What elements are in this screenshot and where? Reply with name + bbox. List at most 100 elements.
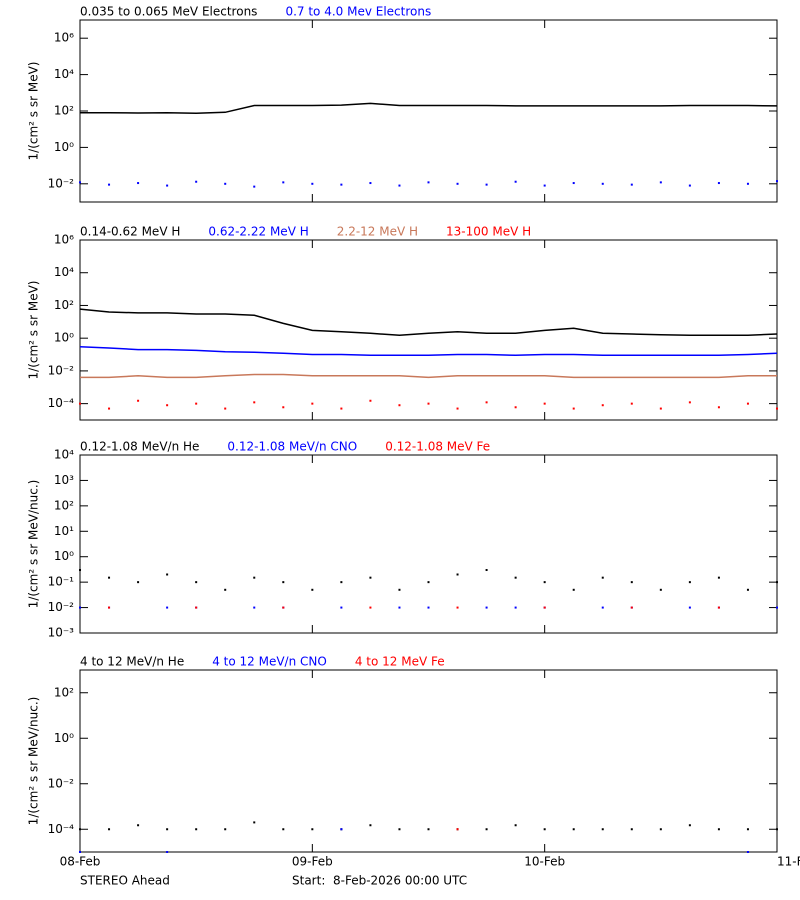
data-point	[746, 402, 749, 405]
data-point	[659, 588, 662, 591]
data-point	[398, 404, 401, 407]
data-point	[601, 576, 604, 579]
data-point	[717, 406, 720, 409]
y-tick-label: 10⁰	[54, 731, 74, 745]
legend-entry: 4 to 12 MeV Fe	[355, 655, 445, 669]
legend-entry: 0.035 to 0.065 MeV Electrons	[80, 5, 257, 19]
data-point	[369, 824, 372, 827]
x-tick-label: 11-Feb	[777, 855, 800, 869]
data-point	[166, 404, 169, 407]
data-point	[253, 821, 256, 824]
data-point	[572, 182, 575, 185]
data-point	[601, 404, 604, 407]
data-point	[659, 181, 662, 184]
data-point	[340, 581, 343, 584]
data-point	[776, 407, 778, 410]
y-tick-label: 10³	[54, 473, 74, 487]
data-point	[485, 828, 488, 831]
y-tick-label: 10⁻³	[48, 626, 75, 640]
data-point	[630, 402, 633, 405]
y-tick-label: 10²	[54, 685, 74, 699]
series-line	[80, 102, 778, 115]
data-point	[282, 606, 285, 609]
data-point	[630, 606, 633, 609]
y-tick-label: 10⁻²	[48, 176, 75, 190]
data-point	[340, 828, 343, 831]
data-point	[427, 606, 430, 609]
legend-entry: 13-100 MeV H	[446, 225, 531, 239]
y-tick-label: 10⁶	[54, 31, 74, 45]
legend-entry: 0.62-2.22 MeV H	[208, 225, 308, 239]
y-tick-label: 10⁰	[54, 140, 74, 154]
x-tick-label: 08-Feb	[60, 855, 101, 869]
data-point	[282, 181, 285, 184]
data-point	[427, 402, 430, 405]
data-point	[195, 828, 198, 831]
data-point	[137, 824, 140, 827]
footer-center: Start: 8-Feb-2026 00:00 UTC	[292, 874, 467, 888]
data-point	[776, 828, 778, 831]
data-point	[137, 399, 140, 402]
series-line	[79, 308, 778, 337]
data-point	[166, 184, 169, 187]
data-point	[253, 606, 256, 609]
y-axis-label: 1/(cm² s sr MeV/nuc.)	[27, 480, 41, 609]
data-point	[688, 824, 691, 827]
y-tick-label: 10¹	[54, 524, 74, 538]
data-point	[601, 606, 604, 609]
data-point	[717, 576, 720, 579]
data-point	[485, 401, 488, 404]
data-point	[398, 606, 401, 609]
y-tick-label: 10⁻²	[48, 600, 75, 614]
data-point	[224, 588, 227, 591]
y-tick-label: 10⁴	[54, 265, 74, 279]
data-point	[369, 576, 372, 579]
data-point	[543, 402, 546, 405]
legend-entry: 0.12-1.08 MeV Fe	[385, 440, 490, 454]
data-point	[688, 581, 691, 584]
data-point	[253, 401, 256, 404]
data-point	[514, 180, 517, 183]
data-point	[543, 581, 546, 584]
data-point	[543, 828, 546, 831]
data-point	[572, 588, 575, 591]
y-tick-label: 10⁶	[54, 233, 74, 247]
data-point	[137, 182, 140, 185]
data-point	[601, 828, 604, 831]
data-point	[630, 183, 633, 186]
data-point	[79, 606, 81, 609]
data-point	[601, 182, 604, 185]
data-point	[746, 851, 749, 853]
x-tick-label: 09-Feb	[292, 855, 333, 869]
data-point	[456, 182, 459, 185]
data-point	[630, 581, 633, 584]
data-point	[717, 182, 720, 185]
plot-frame	[79, 239, 778, 421]
plot-frame	[79, 454, 778, 634]
data-point	[427, 181, 430, 184]
data-point	[282, 828, 285, 831]
y-tick-label: 10⁴	[54, 448, 74, 462]
y-tick-label: 10²	[54, 104, 74, 118]
legend-entry: 0.7 to 4.0 Mev Electrons	[285, 5, 431, 19]
data-point	[195, 402, 198, 405]
legend-entry: 0.12-1.08 MeV/n He	[80, 440, 199, 454]
data-point	[369, 606, 372, 609]
data-point	[253, 576, 256, 579]
data-point	[717, 828, 720, 831]
data-point	[543, 184, 546, 187]
data-point	[340, 183, 343, 186]
data-point	[108, 828, 111, 831]
data-point	[717, 606, 720, 609]
data-point	[398, 828, 401, 831]
data-point	[456, 828, 459, 831]
data-point	[340, 407, 343, 410]
footer-left: STEREO Ahead	[80, 874, 170, 888]
data-point	[195, 581, 198, 584]
data-point	[485, 606, 488, 609]
plot-frame	[79, 669, 778, 853]
y-tick-label: 10⁻²	[48, 363, 75, 377]
data-point	[514, 576, 517, 579]
